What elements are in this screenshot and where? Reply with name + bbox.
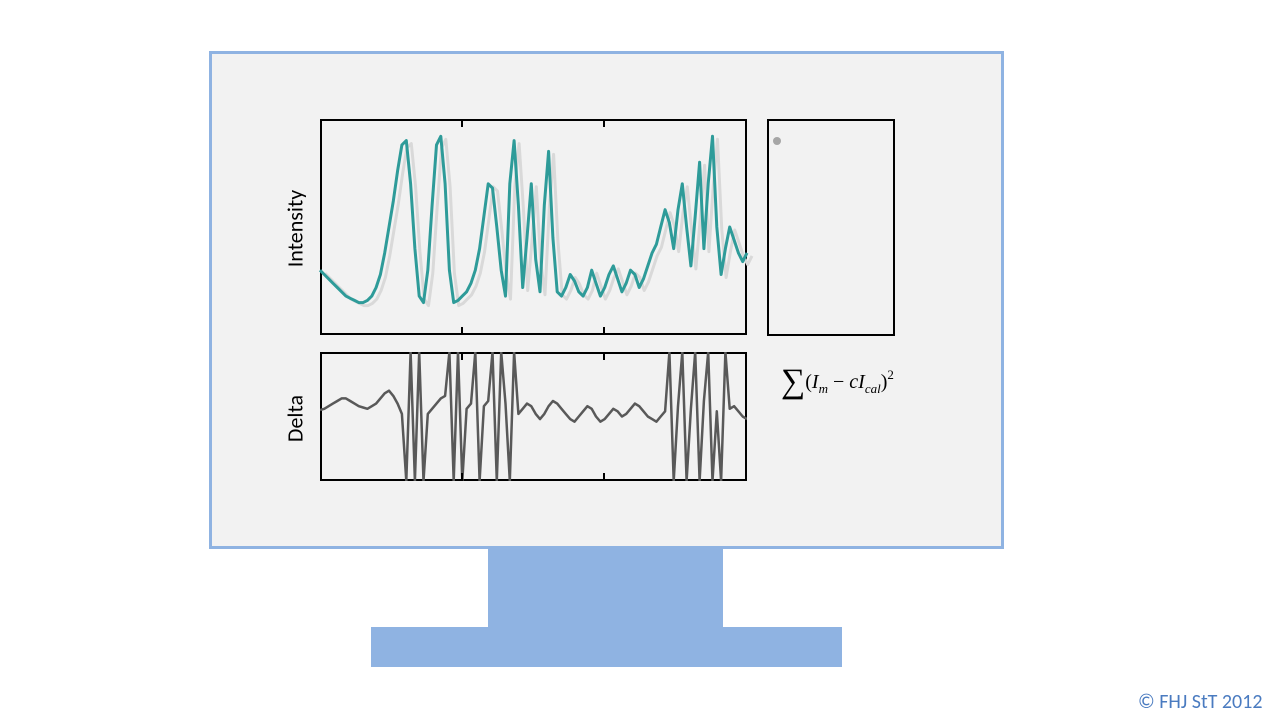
side-panel-svg bbox=[0, 0, 1280, 721]
copyright-text: © FHJ StT 2012 bbox=[1138, 690, 1262, 714]
formula-display: ∑(Im − cIcal)2 bbox=[781, 365, 894, 403]
